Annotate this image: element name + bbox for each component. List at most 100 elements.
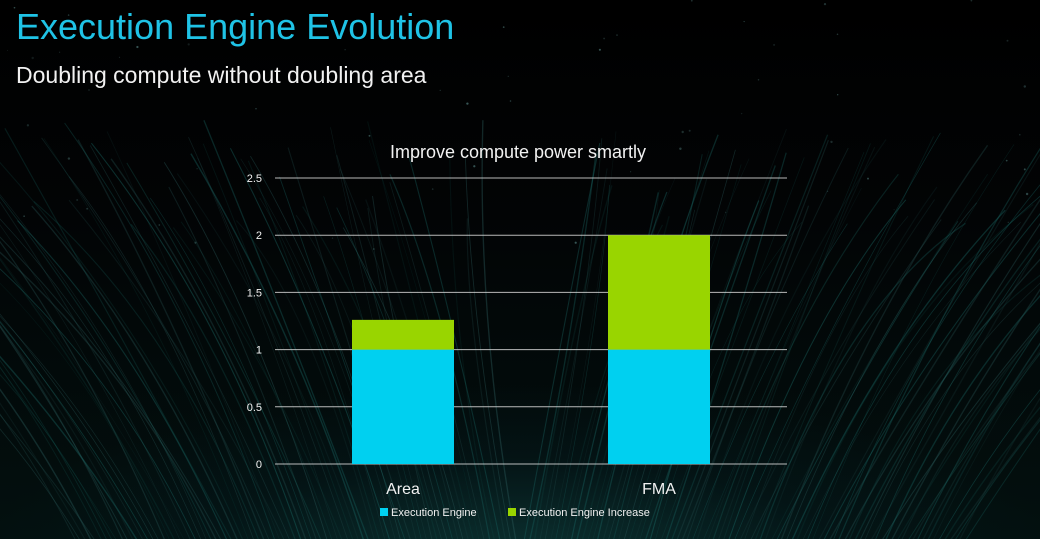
background-streak: [163, 162, 328, 539]
background-streak: [812, 144, 1015, 539]
background-streak: [90, 142, 302, 539]
background-star: [255, 108, 257, 110]
background-star: [970, 0, 973, 2]
background-streak: [944, 406, 1040, 539]
bar-area-execution-engine: [352, 349, 454, 464]
background-star: [1006, 39, 1009, 42]
background-star: [31, 56, 34, 60]
background-star: [86, 208, 88, 210]
background-star: [725, 211, 727, 213]
background-star: [502, 26, 505, 28]
background-streak: [555, 184, 610, 539]
background-streak: [0, 413, 76, 539]
background-streak: [865, 282, 1040, 539]
background-star: [1023, 168, 1026, 171]
background-star: [431, 188, 434, 190]
background-streak: [891, 288, 1040, 539]
background-star: [757, 79, 760, 81]
background-streak: [408, 155, 501, 539]
background-streak: [780, 144, 989, 539]
background-star: [88, 89, 90, 91]
background-streak: [203, 120, 369, 539]
background-streak: [4, 128, 232, 539]
background-streak: [0, 258, 175, 539]
background-streak: [791, 209, 1006, 539]
y-tick-label: 0: [256, 459, 262, 471]
background-streak: [544, 138, 603, 539]
background-streak: [17, 220, 228, 539]
background-streak: [708, 187, 862, 539]
background-streak: [0, 268, 196, 539]
background-star: [331, 237, 334, 239]
background-star: [194, 241, 197, 244]
background-star: [743, 21, 745, 23]
background-streak: [229, 147, 390, 539]
legend-label: Execution Engine: [391, 507, 477, 519]
background-streak: [481, 120, 517, 539]
background-star: [1019, 133, 1021, 136]
background-star: [118, 56, 121, 58]
background-star: [1023, 85, 1027, 88]
background-star: [740, 112, 743, 115]
background-streak: [955, 419, 1040, 539]
background-star: [1007, 221, 1009, 223]
background-star: [196, 167, 198, 170]
background-streak: [550, 131, 617, 539]
background-streak: [188, 137, 348, 539]
background-star: [1025, 192, 1029, 196]
background-streak: [0, 236, 222, 539]
background-streak: [235, 220, 375, 539]
background-streak: [796, 203, 1034, 539]
legend-label: Execution Engine Increase: [519, 507, 650, 519]
background-star: [681, 130, 684, 134]
background-streak: [740, 199, 936, 539]
background-streak: [106, 131, 280, 539]
x-axis-ticks: Area FMA: [386, 481, 676, 498]
background-streak: [33, 200, 259, 539]
background-star: [368, 134, 371, 137]
background-star: [679, 147, 682, 151]
background-streak: [533, 185, 613, 539]
background-streak: [692, 223, 848, 539]
background-streak: [0, 315, 159, 539]
background-streak: [0, 355, 138, 539]
background-streak: [765, 186, 938, 539]
background-star: [466, 102, 469, 105]
background-streak: [240, 158, 396, 539]
background-streak: [0, 257, 185, 539]
background-streak: [848, 274, 1040, 539]
background-streak: [807, 195, 1040, 539]
background-star: [690, 0, 693, 2]
background-streak: [959, 397, 1040, 539]
background-streak: [0, 218, 202, 539]
legend: Execution Engine Execution Engine Increas…: [380, 507, 650, 519]
background-star: [598, 48, 601, 51]
bar-fma-execution-engine-increase: [608, 235, 710, 350]
background-star: [574, 241, 577, 244]
background-streak: [149, 197, 312, 539]
background-streak: [0, 224, 180, 539]
y-tick-label: 0.5: [247, 402, 262, 414]
chart-title: Improve compute power smartly: [390, 142, 646, 162]
slide-subtitle: Doubling compute without doubling area: [16, 62, 427, 88]
background-star: [603, 37, 605, 40]
background-streak: [43, 138, 249, 539]
background-streak: [750, 219, 942, 539]
background-streak: [176, 173, 359, 539]
background-streak: [922, 342, 1040, 539]
background-star: [136, 45, 139, 49]
background-streak: [64, 122, 275, 539]
background-streak: [197, 157, 338, 539]
background-streak: [844, 258, 1040, 539]
background-streak: [882, 322, 1040, 539]
background-streak: [0, 161, 243, 539]
background-streak: [0, 251, 217, 539]
background-streak: [703, 151, 865, 539]
background-star: [373, 248, 375, 250]
background-streak: [0, 402, 86, 539]
y-tick-label: 2.5: [247, 173, 262, 185]
background-streak: [838, 147, 1040, 539]
x-tick-label: FMA: [642, 481, 676, 498]
background-streak: [250, 155, 401, 539]
